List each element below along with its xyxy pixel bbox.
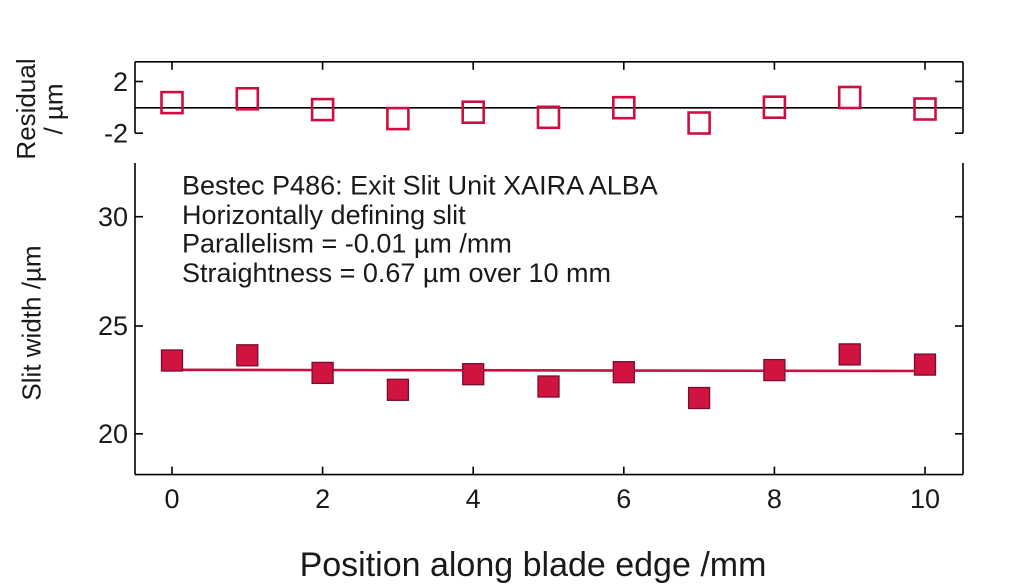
svg-text:Straightness = 0.67 µm over 10: Straightness = 0.67 µm over 10 mm xyxy=(182,258,611,288)
svg-text:Position along blade edge /mm: Position along blade edge /mm xyxy=(300,546,767,584)
svg-text:30: 30 xyxy=(98,202,128,232)
svg-text:8: 8 xyxy=(767,484,782,514)
svg-text:Bestec P486: Exit Slit Unit XA: Bestec P486: Exit Slit Unit XAIRA ALBA xyxy=(182,171,658,201)
svg-text:/ µm: / µm xyxy=(39,83,69,134)
svg-text:25: 25 xyxy=(98,311,128,341)
svg-text:0: 0 xyxy=(164,484,179,514)
svg-text:Slit width /µm: Slit width /µm xyxy=(17,245,47,400)
svg-text:20: 20 xyxy=(98,419,128,449)
svg-text:2: 2 xyxy=(315,484,330,514)
svg-text:4: 4 xyxy=(466,484,481,514)
svg-text:Horizontally defining slit: Horizontally defining slit xyxy=(182,200,466,230)
svg-text:Residual: Residual xyxy=(11,58,41,159)
svg-text:6: 6 xyxy=(616,484,631,514)
svg-text:Parallelism = -0.01 µm /mm: Parallelism = -0.01 µm /mm xyxy=(182,228,512,258)
svg-text:2: 2 xyxy=(113,67,128,97)
svg-text:-2: -2 xyxy=(104,119,128,149)
svg-text:10: 10 xyxy=(910,484,940,514)
